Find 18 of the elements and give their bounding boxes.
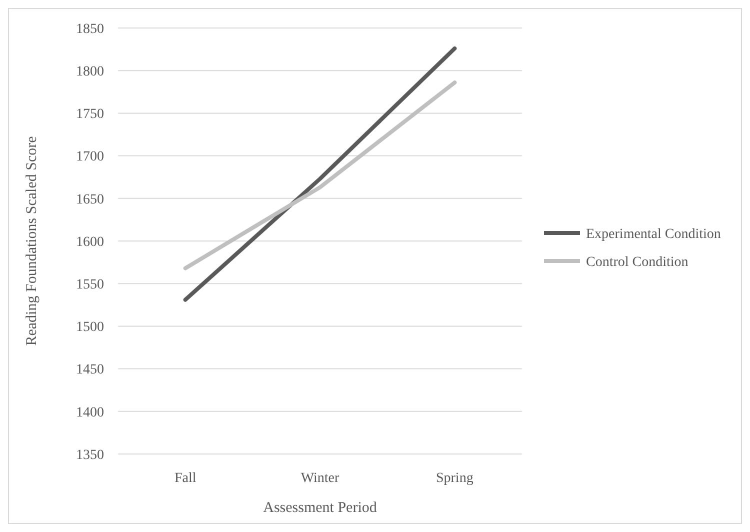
y-tick-label: 1550 bbox=[76, 278, 104, 292]
y-tick-label: 1800 bbox=[76, 64, 104, 80]
y-tick-label: 1700 bbox=[76, 150, 104, 165]
x-tick-label: Spring bbox=[436, 471, 474, 486]
legend-label: Control Condition bbox=[586, 254, 688, 270]
x-axis-title: Assessment Period bbox=[263, 500, 378, 516]
y-tick-label: 1600 bbox=[76, 234, 104, 250]
y-tick-label: 1500 bbox=[76, 320, 104, 336]
legend-label: Experimental Condition bbox=[586, 226, 721, 242]
y-tick-label: 1400 bbox=[76, 405, 104, 420]
y-tick-label: 1850 bbox=[76, 22, 104, 37]
y-tick-label: 1450 bbox=[76, 362, 104, 378]
x-tick-label: Winter bbox=[300, 471, 340, 486]
y-tick-label: 1650 bbox=[76, 192, 104, 208]
x-tick-label: Fall bbox=[174, 471, 196, 486]
y-axis-title: Reading Foundations Scaled Score bbox=[24, 136, 40, 346]
y-tick-label: 1350 bbox=[76, 448, 104, 463]
y-tick-label: 1750 bbox=[76, 107, 104, 122]
